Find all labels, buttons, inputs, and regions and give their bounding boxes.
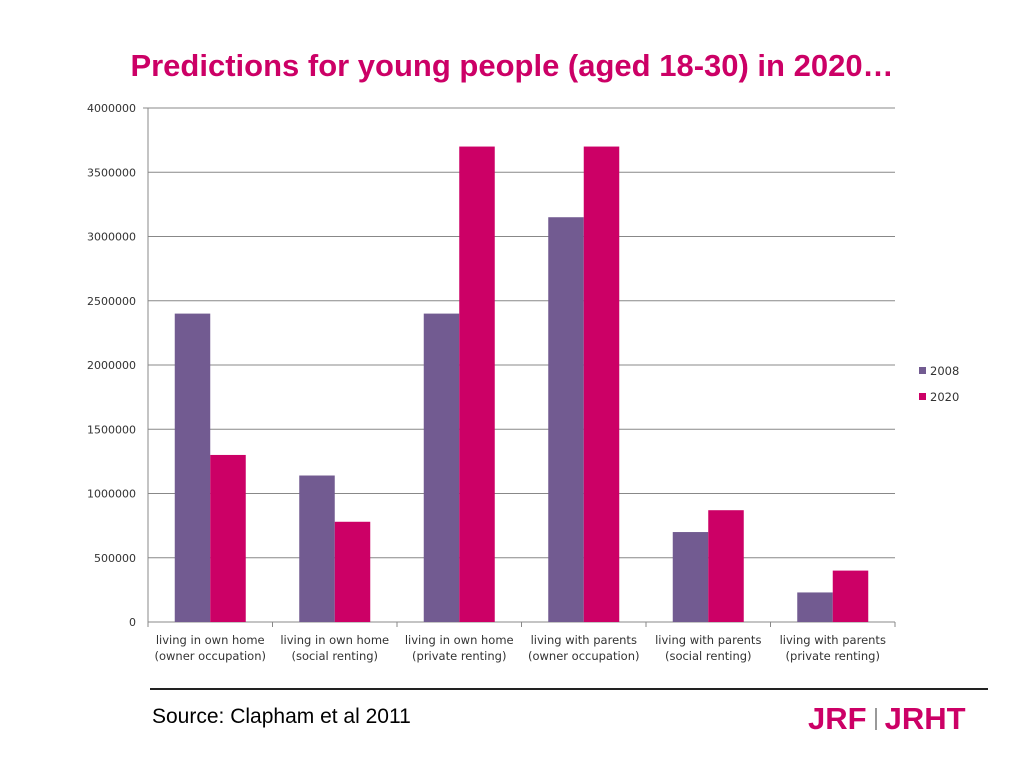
gridlines <box>148 107 895 559</box>
y-tick-label: 0 <box>129 616 136 629</box>
source-citation: Source: Clapham et al 2011 <box>152 705 411 728</box>
footer-divider <box>150 688 988 690</box>
legend-swatch-2008 <box>919 367 926 374</box>
axes <box>143 107 896 627</box>
y-tick-label: 2500000 <box>87 295 136 308</box>
x-tick-label: living with parents <box>655 633 761 647</box>
bars <box>174 146 869 623</box>
legend-swatch-2020 <box>919 393 926 400</box>
y-tick-label: 1500000 <box>87 423 136 436</box>
x-tick-label: living in own home <box>405 633 514 647</box>
slide-title: Predictions for young people (aged 18-30… <box>130 48 894 83</box>
y-tick-label: 3500000 <box>87 166 136 179</box>
bar-2008-2 <box>299 475 335 622</box>
y-tick-label: 2000000 <box>87 359 136 372</box>
logo-jrht: JRHT <box>884 701 966 736</box>
y-tick-label: 4000000 <box>87 102 136 115</box>
bar-2008-1 <box>174 313 211 622</box>
x-tick-label: living with parents <box>531 633 637 647</box>
x-tick-label: living in own home <box>280 633 389 647</box>
x-tick-labels: living in own home (owner occupation) livi… <box>154 633 885 663</box>
bar-2008-6 <box>797 592 833 622</box>
bar-chart: 0 500000 1000000 1500000 2000000 2500000 30000… <box>87 102 959 663</box>
x-tick-label: (private renting) <box>412 649 506 663</box>
bar-2008-4 <box>548 217 584 622</box>
bar-2020-4 <box>583 146 620 623</box>
x-tick-label: (private renting) <box>786 649 880 663</box>
bar-2020-5 <box>708 510 744 622</box>
bar-2008-3 <box>423 313 460 622</box>
x-tick-label: (social renting) <box>291 649 378 663</box>
x-tick-label: (owner occupation) <box>154 649 266 663</box>
jrf-jrht-logo: JRF JRHT <box>808 701 966 736</box>
bar-2020-3 <box>459 146 495 623</box>
x-tick-label: living in own home <box>156 633 265 647</box>
x-tick-label: (social renting) <box>665 649 752 663</box>
logo-jrf: JRF <box>808 701 867 736</box>
y-tick-label: 1000000 <box>87 488 136 501</box>
legend-label-2020: 2020 <box>930 390 959 404</box>
bar-2020-6 <box>832 570 869 622</box>
y-tick-label: 3000000 <box>87 231 136 244</box>
x-tick-label: (owner occupation) <box>528 649 640 663</box>
bar-2020-1 <box>210 454 246 622</box>
bar-2008-5 <box>672 532 709 622</box>
y-tick-label: 500000 <box>94 552 136 565</box>
x-tick-label: living with parents <box>780 633 886 647</box>
legend-label-2008: 2008 <box>930 364 959 378</box>
y-tick-labels: 0 500000 1000000 1500000 2000000 2500000 30000… <box>87 102 136 629</box>
logo-separator <box>874 708 877 730</box>
legend: 2008 2020 <box>919 364 959 404</box>
bar-2020-2 <box>334 521 371 622</box>
